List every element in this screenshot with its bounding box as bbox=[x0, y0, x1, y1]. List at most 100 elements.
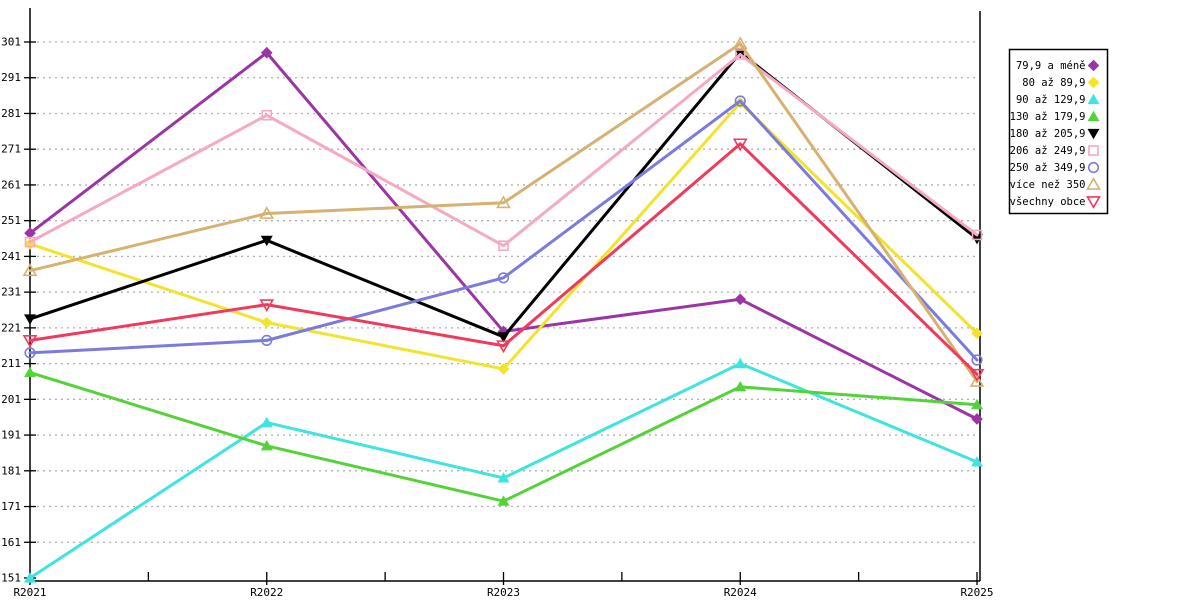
triangle-up-marker bbox=[259, 206, 275, 219]
triangle-up-marker bbox=[1087, 110, 1100, 122]
legend-label: 80 až 89,9 bbox=[1022, 77, 1085, 89]
triangle-up-marker bbox=[497, 495, 510, 506]
triangle-up-marker bbox=[971, 456, 983, 467]
series-90-a-129-9 bbox=[24, 357, 983, 583]
series-line bbox=[28, 53, 979, 248]
series-line bbox=[28, 362, 979, 580]
triangle-up-marker bbox=[1087, 93, 1100, 105]
series-80-a-89-9 bbox=[24, 96, 983, 375]
triangle-down-marker bbox=[24, 314, 36, 325]
diamond-marker bbox=[497, 363, 510, 375]
triangle-up-marker bbox=[260, 439, 273, 451]
diamond-marker bbox=[260, 46, 273, 59]
diamond-marker bbox=[734, 293, 747, 306]
square-marker bbox=[261, 109, 273, 121]
y-tick-label: 281 bbox=[1, 107, 21, 120]
circle-marker bbox=[1087, 161, 1100, 174]
y-tick-label: 161 bbox=[1, 536, 21, 549]
legend-item-v-echny-obce: všechny obce bbox=[1010, 196, 1101, 209]
legend-label: 79,9 a méně bbox=[1016, 60, 1086, 72]
triangle-up-marker bbox=[22, 263, 38, 277]
series-250-a-349-9 bbox=[24, 95, 983, 366]
y-tick-label: 261 bbox=[1, 178, 21, 191]
triangle-up-marker bbox=[497, 472, 510, 483]
series-130-a-179-9 bbox=[24, 366, 983, 506]
square-marker bbox=[971, 229, 983, 241]
diamond-marker bbox=[24, 238, 36, 250]
triangle-up-marker bbox=[734, 357, 747, 369]
legend-item-v-ce-ne-350: více než 350 bbox=[1010, 177, 1101, 191]
circle-marker bbox=[734, 95, 746, 107]
x-tick-label: R2021 bbox=[13, 586, 46, 599]
legend-item-206-a-249-9: 206 až 249,9 bbox=[1010, 145, 1099, 157]
legend-item-250-a-349-9: 250 až 349,9 bbox=[1010, 161, 1100, 174]
x-tick-label: R2025 bbox=[960, 586, 993, 599]
circle-marker bbox=[261, 334, 273, 346]
circle-marker bbox=[24, 347, 36, 359]
diamond-marker bbox=[971, 327, 983, 340]
legend-item-130-a-179-9: 130 až 179,9 bbox=[1010, 110, 1100, 123]
legend-label: všechny obce bbox=[1010, 196, 1086, 208]
legend-item-79-9-a-m-n: 79,9 a méně bbox=[1016, 59, 1100, 72]
y-tick-label: 211 bbox=[1, 357, 21, 370]
legend-item-80-a-89-9: 80 až 89,9 bbox=[1022, 76, 1100, 89]
y-tick-label: 241 bbox=[1, 250, 21, 263]
triangle-down-marker bbox=[732, 138, 748, 152]
triangle-up-marker bbox=[969, 374, 985, 387]
series-v-ce-ne-350 bbox=[22, 36, 985, 387]
triangle-up-marker bbox=[734, 381, 747, 392]
triangle-down-marker bbox=[497, 332, 510, 343]
y-tick-label: 171 bbox=[1, 500, 21, 513]
diamond-marker bbox=[1087, 59, 1100, 72]
legend-item-90-a-129-9: 90 až 129,9 bbox=[1016, 93, 1100, 106]
legend-label: 90 až 129,9 bbox=[1016, 94, 1086, 106]
series-line bbox=[28, 42, 979, 383]
triangle-up-marker bbox=[24, 366, 36, 378]
triangle-down-marker bbox=[496, 340, 511, 354]
square-marker bbox=[734, 49, 746, 60]
square-marker bbox=[24, 236, 36, 248]
triangle-down-marker bbox=[1086, 196, 1101, 209]
legend-label: více než 350 bbox=[1010, 179, 1086, 191]
circle-marker bbox=[497, 272, 510, 284]
series-line bbox=[28, 142, 979, 376]
y-tick-label: 201 bbox=[1, 393, 21, 406]
y-tick-label: 221 bbox=[1, 321, 21, 334]
diamond-marker bbox=[1087, 76, 1100, 89]
series-206-a-249-9 bbox=[24, 49, 983, 251]
legend-label: 250 až 349,9 bbox=[1010, 162, 1086, 174]
y-tick-label: 151 bbox=[1, 572, 21, 585]
x-tick-label: R2022 bbox=[250, 586, 283, 599]
series-v-echny-obce bbox=[22, 138, 985, 382]
triangle-down-marker bbox=[969, 368, 985, 382]
y-tick-label: 301 bbox=[1, 36, 21, 49]
axes: 151 161 171 181 191 201 211 221 231 241 251 261 271 2… bbox=[1, 8, 994, 599]
legend-label: 206 až 249,9 bbox=[1010, 145, 1086, 157]
legend-label: 180 až 205,9 bbox=[1010, 128, 1086, 140]
series-line bbox=[28, 99, 979, 362]
square-marker bbox=[498, 240, 509, 251]
y-tick-label: 271 bbox=[1, 143, 21, 156]
triangle-down-marker bbox=[1087, 128, 1100, 140]
triangle-up-marker bbox=[496, 195, 511, 209]
triangle-up-marker bbox=[1086, 177, 1101, 190]
triangle-down-marker bbox=[259, 299, 275, 313]
diamond-marker bbox=[260, 316, 273, 329]
legend-label: 130 až 179,9 bbox=[1010, 111, 1086, 123]
series-180-a-205-9 bbox=[24, 48, 983, 343]
square-marker bbox=[1088, 145, 1099, 156]
triangle-up-marker bbox=[732, 36, 748, 50]
triangle-down-marker bbox=[22, 334, 38, 348]
triangle-down-marker bbox=[260, 235, 273, 247]
y-tick-label: 231 bbox=[1, 286, 21, 299]
legend: 79,9 a méně 80 až 89,9 90 až 129,9 130 až 1… bbox=[1008, 48, 1109, 215]
legend-item-180-a-205-9: 180 až 205,9 bbox=[1010, 128, 1100, 140]
triangle-up-marker bbox=[24, 572, 36, 583]
x-tick-label: R2024 bbox=[724, 586, 757, 599]
y-tick-label: 291 bbox=[1, 71, 21, 84]
triangle-up-marker bbox=[971, 398, 983, 410]
triangle-up-marker bbox=[260, 416, 273, 428]
y-tick-label: 191 bbox=[1, 429, 21, 442]
